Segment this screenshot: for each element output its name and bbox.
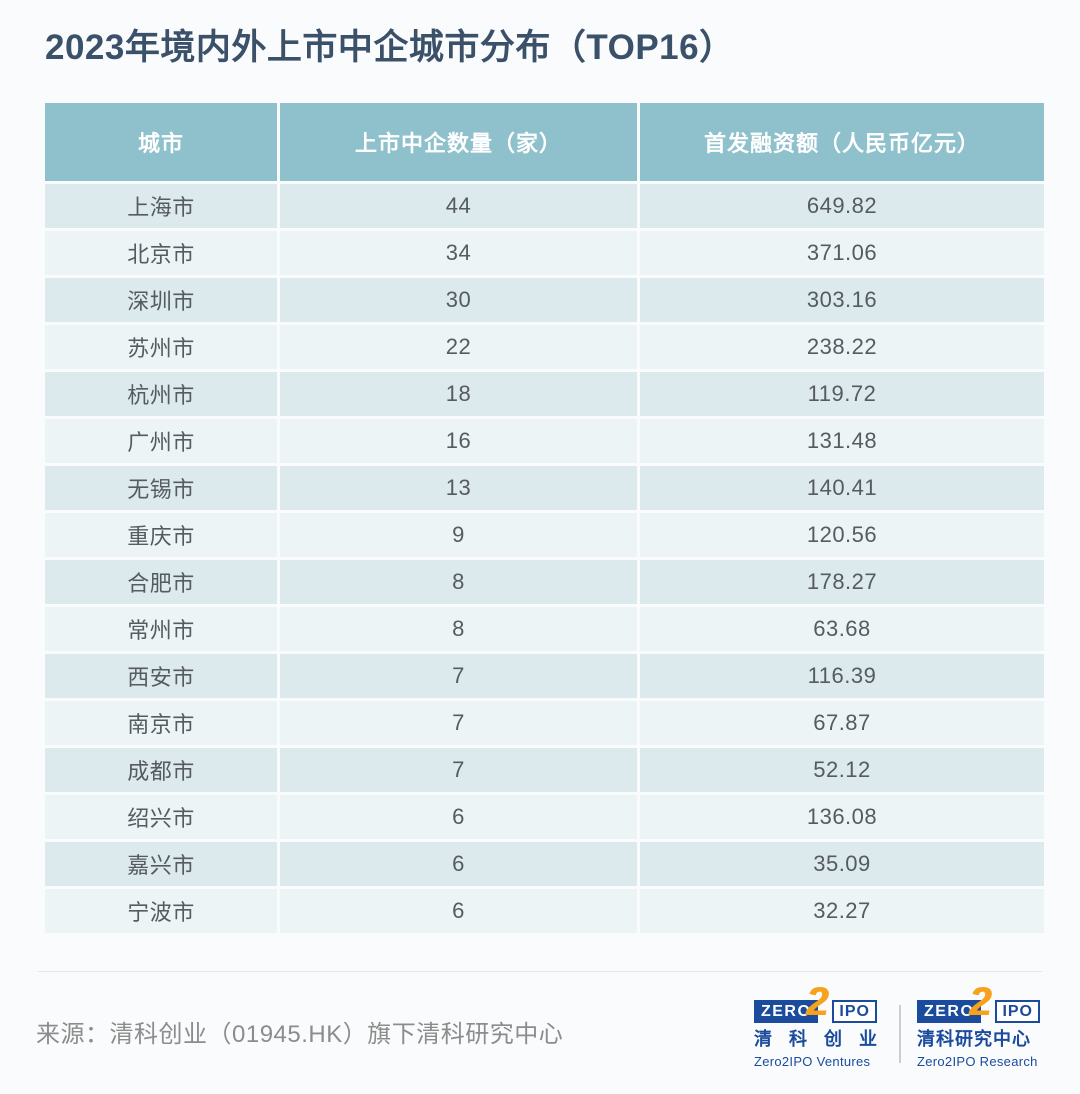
logo-cn-label: 清 科 创 业: [753, 1029, 883, 1049]
count-cell: 18: [280, 372, 637, 416]
table-row: 嘉兴市 6 35.09: [45, 842, 1044, 886]
zero2ipo-logo-mark: ZERO 2 IPO: [916, 982, 1040, 1023]
table-row: 北京市 34 371.06: [45, 231, 1044, 275]
city-listing-table: 城市 上市中企数量（家） 首发融资额（人民币亿元） 上海市 44 649.82 北京市…: [42, 100, 1047, 936]
city-cell: 宁波市: [45, 889, 277, 933]
zero-badge: ZERO: [916, 999, 982, 1023]
ipo-badge: IPO: [995, 999, 1040, 1023]
amount-cell: 116.39: [640, 654, 1044, 698]
brand-area: ZERO 2 IPO 清 科 创 业 Zero2IPO Ventures ZER…: [753, 982, 1040, 1069]
city-cell: 深圳市: [45, 278, 277, 322]
city-cell: 合肥市: [45, 560, 277, 604]
infographic-page: 2023年境内外上市中企城市分布（TOP16） 城市 上市中企数量（家） 首发融…: [0, 27, 1080, 1094]
footer-divider: [38, 971, 1042, 972]
city-cell: 嘉兴市: [45, 842, 277, 886]
table-row: 绍兴市 6 136.08: [45, 795, 1044, 839]
amount-cell: 63.68: [640, 607, 1044, 651]
count-cell: 7: [280, 748, 637, 792]
ipo-badge: IPO: [832, 999, 877, 1023]
amount-cell: 32.27: [640, 889, 1044, 933]
column-header-city: 城市: [45, 103, 277, 181]
amount-cell: 178.27: [640, 560, 1044, 604]
logo-en-label: Zero2IPO Ventures: [753, 1053, 871, 1069]
logo-cn-label: 清科研究中心: [916, 1029, 1031, 1049]
amount-cell: 35.09: [640, 842, 1044, 886]
table-row: 苏州市 22 238.22: [45, 325, 1044, 369]
amount-cell: 140.41: [640, 466, 1044, 510]
city-cell: 常州市: [45, 607, 277, 651]
amount-cell: 52.12: [640, 748, 1044, 792]
table-row: 深圳市 30 303.16: [45, 278, 1044, 322]
city-cell: 广州市: [45, 419, 277, 463]
table-row: 上海市 44 649.82: [45, 184, 1044, 228]
amount-cell: 303.16: [640, 278, 1044, 322]
numeral-two-icon: 2: [805, 980, 829, 1024]
zero2ipo-research-logo: ZERO 2 IPO 清科研究中心 Zero2IPO Research: [916, 982, 1040, 1069]
city-cell: 成都市: [45, 748, 277, 792]
table-header-row: 城市 上市中企数量（家） 首发融资额（人民币亿元）: [45, 103, 1044, 181]
count-cell: 30: [280, 278, 637, 322]
table-row: 常州市 8 63.68: [45, 607, 1044, 651]
city-cell: 南京市: [45, 701, 277, 745]
column-header-amount: 首发融资额（人民币亿元）: [640, 103, 1044, 181]
city-cell: 西安市: [45, 654, 277, 698]
count-cell: 22: [280, 325, 637, 369]
count-cell: 13: [280, 466, 637, 510]
count-cell: 8: [280, 607, 637, 651]
zero2ipo-ventures-logo: ZERO 2 IPO 清 科 创 业 Zero2IPO Ventures: [753, 982, 883, 1069]
count-cell: 7: [280, 701, 637, 745]
count-cell: 6: [280, 842, 637, 886]
table-body: 上海市 44 649.82 北京市 34 371.06 深圳市 30 303.16 苏州市 22 23…: [45, 184, 1044, 933]
logo-en-label: Zero2IPO Research: [916, 1053, 1038, 1069]
city-cell: 杭州市: [45, 372, 277, 416]
zero-badge: ZERO: [753, 999, 819, 1023]
table-row: 杭州市 18 119.72: [45, 372, 1044, 416]
table-row: 西安市 7 116.39: [45, 654, 1044, 698]
page-title: 2023年境内外上市中企城市分布（TOP16）: [45, 28, 735, 67]
source-text: 来源：清科创业（01945.HK）旗下清科研究中心: [36, 1020, 564, 1048]
table-row: 成都市 7 52.12: [45, 748, 1044, 792]
count-cell: 6: [280, 795, 637, 839]
footer: 来源：清科创业（01945.HK）旗下清科研究中心 ZERO 2 IPO 清 科…: [36, 972, 1040, 1069]
amount-cell: 371.06: [640, 231, 1044, 275]
city-cell: 绍兴市: [45, 795, 277, 839]
table-row: 合肥市 8 178.27: [45, 560, 1044, 604]
city-cell: 重庆市: [45, 513, 277, 557]
table-row: 重庆市 9 120.56: [45, 513, 1044, 557]
count-cell: 8: [280, 560, 637, 604]
zero2ipo-logo-mark: ZERO 2 IPO: [753, 982, 877, 1023]
table-row: 南京市 7 67.87: [45, 701, 1044, 745]
count-cell: 6: [280, 889, 637, 933]
amount-cell: 238.22: [640, 325, 1044, 369]
city-cell: 上海市: [45, 184, 277, 228]
count-cell: 34: [280, 231, 637, 275]
logo-separator: [898, 1005, 901, 1064]
amount-cell: 120.56: [640, 513, 1044, 557]
count-cell: 9: [280, 513, 637, 557]
amount-cell: 136.08: [640, 795, 1044, 839]
count-cell: 16: [280, 419, 637, 463]
city-cell: 无锡市: [45, 466, 277, 510]
city-cell: 北京市: [45, 231, 277, 275]
city-cell: 苏州市: [45, 325, 277, 369]
amount-cell: 119.72: [640, 372, 1044, 416]
count-cell: 44: [280, 184, 637, 228]
amount-cell: 67.87: [640, 701, 1044, 745]
table-row: 广州市 16 131.48: [45, 419, 1044, 463]
amount-cell: 649.82: [640, 184, 1044, 228]
table-row: 宁波市 6 32.27: [45, 889, 1044, 933]
column-header-count: 上市中企数量（家）: [280, 103, 637, 181]
numeral-two-icon: 2: [968, 980, 992, 1024]
count-cell: 7: [280, 654, 637, 698]
amount-cell: 131.48: [640, 419, 1044, 463]
table-row: 无锡市 13 140.41: [45, 466, 1044, 510]
